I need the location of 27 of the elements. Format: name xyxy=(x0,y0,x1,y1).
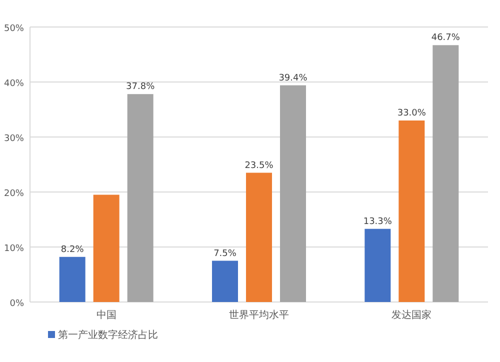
bar xyxy=(93,194,120,302)
x-tick-label: 中国 xyxy=(96,309,116,321)
bar xyxy=(364,228,391,302)
bar xyxy=(212,260,238,302)
x-tick-label: 发达国家 xyxy=(392,309,432,321)
bar xyxy=(432,45,459,302)
data-label: 8.2% xyxy=(60,244,84,255)
y-tick-label: 40% xyxy=(4,79,24,89)
data-label: 37.8% xyxy=(126,82,156,92)
legend-label: 第一产业数字经济占比 xyxy=(58,329,158,341)
bar xyxy=(59,256,86,302)
bar xyxy=(127,94,154,302)
bar xyxy=(398,120,425,302)
y-tick-label: 10% xyxy=(4,244,24,254)
y-tick-label: 50% xyxy=(4,24,24,34)
bar xyxy=(280,85,306,302)
y-tick-label: 0% xyxy=(10,299,24,309)
data-label: 33.0% xyxy=(397,108,426,118)
y-tick-label: 20% xyxy=(4,189,24,199)
x-tick-label: 世界平均水平 xyxy=(229,309,289,321)
data-label: 7.5% xyxy=(214,248,237,259)
data-label: 23.5% xyxy=(244,160,274,171)
data-label: 39.4% xyxy=(278,73,308,84)
y-tick-label: 30% xyxy=(4,134,24,144)
data-label: 46.7% xyxy=(431,33,460,44)
bar xyxy=(246,172,272,302)
data-label: 13.3% xyxy=(363,216,392,227)
